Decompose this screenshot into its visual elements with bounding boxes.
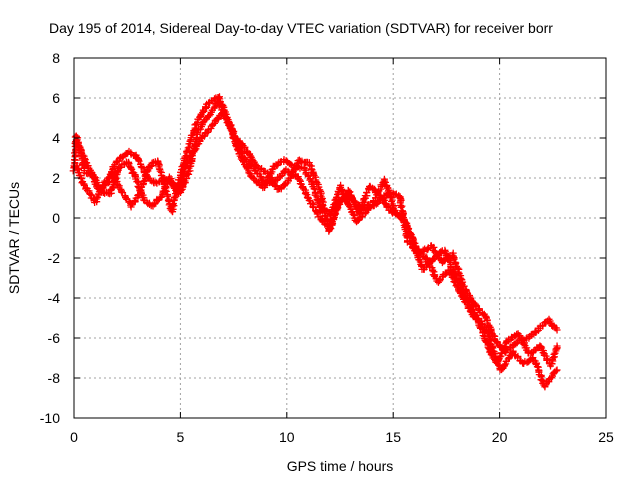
y-tick-label: -2 [48, 250, 61, 266]
y-tick-label: 8 [52, 50, 60, 66]
y-tick-label: -6 [48, 330, 61, 346]
x-tick-label: 0 [70, 429, 78, 445]
data-point [477, 324, 485, 332]
data-point [175, 187, 183, 194]
data-point [228, 128, 236, 136]
data-point [238, 148, 246, 156]
data-point [504, 355, 512, 363]
data-point [103, 188, 111, 196]
data-point [553, 342, 561, 350]
data-point [183, 147, 191, 155]
data-point [191, 146, 199, 154]
chart-title: Day 195 of 2014, Sidereal Day-to-day VTE… [49, 20, 553, 36]
data-point [346, 188, 354, 196]
data-point [296, 176, 304, 184]
data-point [86, 190, 94, 198]
data-point [456, 288, 464, 296]
y-tick-label: 0 [52, 210, 60, 226]
data-point [165, 173, 173, 181]
series-track-2 [74, 109, 561, 391]
data-point [310, 185, 318, 193]
data-point [156, 167, 164, 175]
data-point [325, 225, 333, 233]
data-point [320, 206, 328, 214]
data-point [495, 361, 502, 369]
data-point [225, 121, 233, 129]
y-tick-label: 4 [52, 130, 60, 146]
series-track-0 [69, 98, 561, 356]
data-point [135, 157, 143, 165]
y-tick-label: -8 [48, 370, 61, 386]
data-point [390, 205, 398, 213]
data-point [349, 210, 357, 218]
data-point [147, 162, 155, 170]
data-point [127, 164, 135, 172]
data-point [215, 94, 222, 102]
data-point [306, 161, 314, 169]
data-point [466, 304, 474, 312]
data-point [309, 203, 317, 211]
y-axis-label: SDTVAR / TECUs [6, 182, 22, 294]
ticks: 0 5 10 15 20 25 -10 -8 -6 -4 -2 0 2 4 6 8 [40, 50, 614, 445]
data-point [122, 194, 129, 202]
data-point [458, 292, 466, 300]
data-point [76, 146, 84, 154]
data-point [316, 186, 324, 194]
data-point [169, 201, 177, 208]
x-tick-label: 25 [598, 429, 614, 445]
data-point [549, 354, 557, 362]
data-point [233, 136, 241, 144]
y-tick-label: -10 [40, 410, 60, 426]
series-track-1 [73, 93, 561, 370]
x-axis-label: GPS time / hours [287, 458, 394, 474]
x-tick-label: 15 [385, 429, 401, 445]
data-point [379, 196, 387, 203]
data-point [247, 152, 255, 160]
x-tick-label: 5 [177, 429, 185, 445]
data-point [91, 173, 98, 181]
data-point [127, 203, 135, 211]
data-point [80, 180, 88, 188]
data-point [138, 190, 145, 198]
plot-frame [73, 57, 607, 419]
data-point [204, 128, 212, 136]
data-point [135, 183, 143, 191]
x-tick-label: 10 [279, 429, 295, 445]
data-point [553, 326, 561, 334]
data-point [133, 178, 141, 186]
data-point [400, 218, 408, 226]
data-point [553, 366, 561, 374]
y-tick-label: 6 [52, 90, 60, 106]
data-point [252, 166, 260, 174]
data-point [380, 177, 388, 185]
data-point [291, 164, 299, 172]
data-layer [69, 93, 561, 391]
data-point [319, 201, 327, 209]
data-point [192, 120, 200, 128]
y-tick-label: 2 [52, 170, 60, 186]
data-point [547, 374, 555, 382]
data-point [186, 137, 194, 145]
data-point [552, 367, 560, 375]
data-point [184, 144, 192, 152]
data-point [284, 167, 292, 175]
series-sdtvar [69, 93, 561, 391]
data-point [372, 194, 379, 202]
data-point [344, 187, 352, 195]
data-point [382, 178, 389, 186]
data-point [397, 203, 405, 211]
data-point [520, 340, 528, 348]
y-tick-label: -4 [48, 290, 61, 306]
data-point [501, 361, 509, 369]
data-point [500, 344, 508, 352]
x-tick-label: 20 [492, 429, 508, 445]
data-point [301, 190, 309, 198]
grid [74, 58, 606, 418]
data-point [449, 273, 457, 281]
